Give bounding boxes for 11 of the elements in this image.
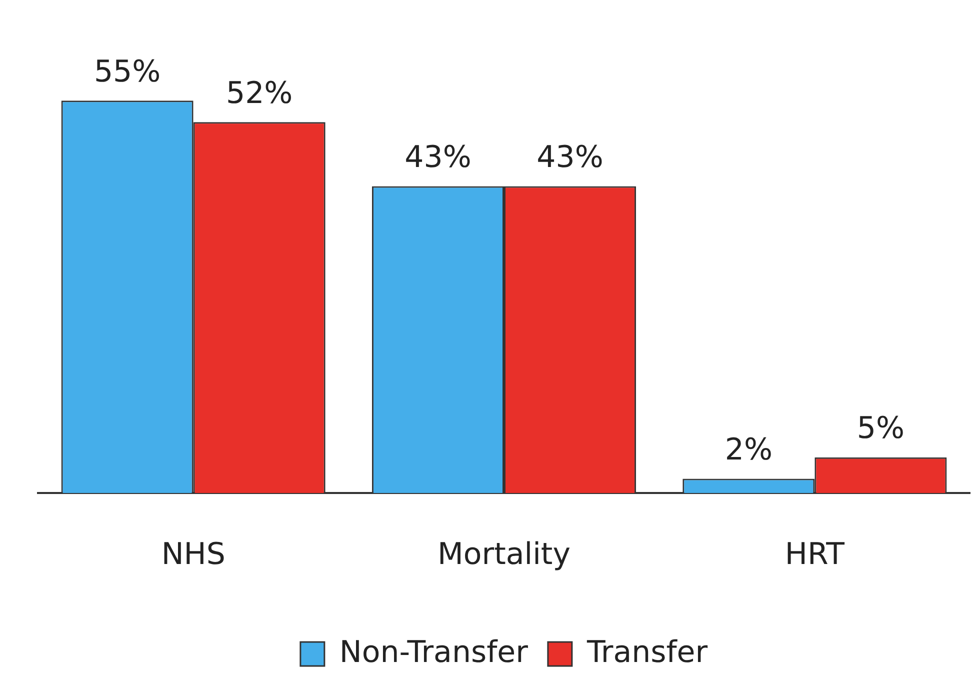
data-label: 2% [724, 432, 772, 468]
data-label: 43% [404, 140, 472, 176]
legend-label: Transfer [586, 634, 708, 670]
data-label: 43% [536, 140, 604, 176]
x-tick-label: HRT [784, 536, 846, 572]
x-tick-label: NHS [161, 536, 226, 572]
x-tick-label: Mortality [438, 536, 570, 572]
data-label: 55% [94, 54, 161, 90]
data-label: 52% [226, 76, 293, 111]
data-label: 5% [856, 411, 904, 446]
legend-label: Non-Transfer [339, 634, 529, 670]
